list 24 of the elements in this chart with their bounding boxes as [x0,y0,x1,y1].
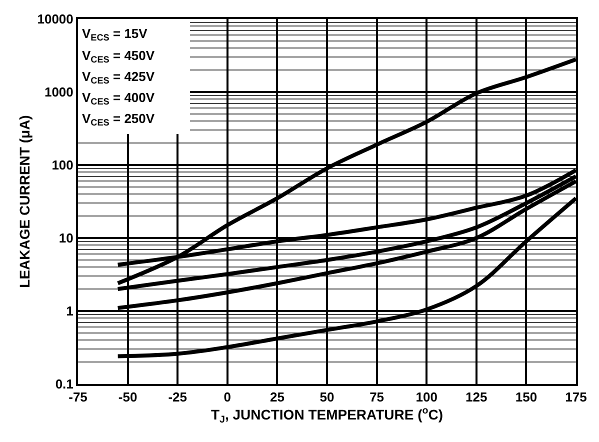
x-tick-label: -50 [118,390,138,405]
x-tick-label: -25 [168,390,187,405]
x-tick-label: -75 [68,390,88,405]
x-tick-label: 25 [270,390,284,405]
y-tick-label: 1 [66,304,74,319]
y-axis-title: LEAKAGE CURRENT (μA) [16,115,32,288]
annotation: V$_{CES}$ = 250V [82,111,155,128]
y-tick-label: 10 [58,230,74,246]
x-tick-label: 175 [565,390,587,405]
x-tick-label: 50 [320,390,334,405]
annotation: V$_{CES}$ = 425V [82,69,155,86]
x-tick-label: 150 [515,390,538,405]
x-tick-label: 0 [224,390,232,405]
annotation: V$_{ECS}$ = 15V [82,26,148,43]
x-axis-title: T$_{J}$, JUNCTION TEMPERATURE ($^{o}$C) [210,406,444,426]
x-tick-label: 100 [416,390,438,405]
x-tick-label: 75 [370,390,384,405]
annotation: V$_{CES}$ = 400V [82,90,155,107]
x-tick-label: 125 [466,390,488,405]
y-tick-label: 0.1 [55,376,74,392]
y-tick-label: 100 [52,158,74,173]
y-tick-label: 1000 [44,84,74,100]
y-tick-label: 10000 [37,12,74,27]
annotation: V$_{CES}$ = 450V [82,48,155,65]
